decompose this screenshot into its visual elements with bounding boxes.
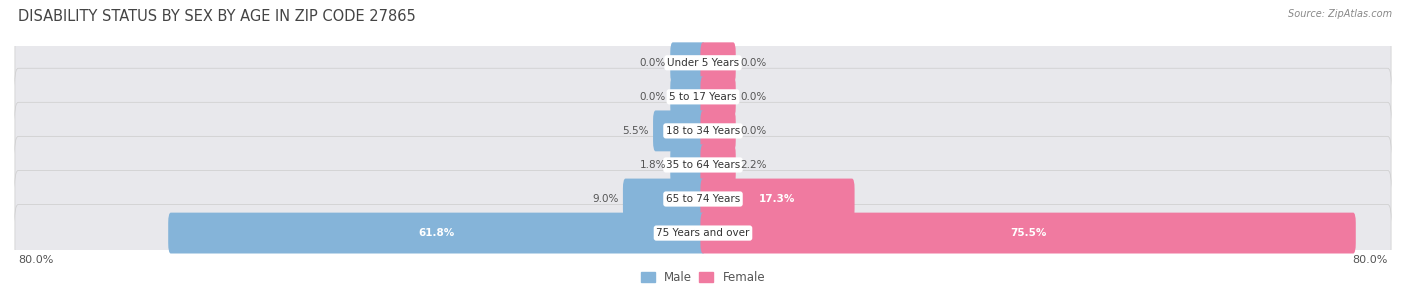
FancyBboxPatch shape: [700, 145, 735, 185]
FancyBboxPatch shape: [15, 34, 1391, 92]
Text: 61.8%: 61.8%: [419, 228, 456, 238]
Text: 80.0%: 80.0%: [1353, 255, 1388, 265]
Text: 80.0%: 80.0%: [18, 255, 53, 265]
Text: 5 to 17 Years: 5 to 17 Years: [669, 92, 737, 102]
Text: 0.0%: 0.0%: [640, 92, 666, 102]
FancyBboxPatch shape: [671, 42, 706, 83]
Text: 75.5%: 75.5%: [1010, 228, 1046, 238]
FancyBboxPatch shape: [700, 42, 735, 83]
Text: 18 to 34 Years: 18 to 34 Years: [666, 126, 740, 136]
FancyBboxPatch shape: [671, 77, 706, 117]
Text: 75 Years and over: 75 Years and over: [657, 228, 749, 238]
FancyBboxPatch shape: [700, 77, 735, 117]
Text: 35 to 64 Years: 35 to 64 Years: [666, 160, 740, 170]
Text: 17.3%: 17.3%: [759, 194, 796, 204]
FancyBboxPatch shape: [700, 213, 1355, 253]
Text: 9.0%: 9.0%: [592, 194, 619, 204]
Text: 0.0%: 0.0%: [740, 58, 766, 68]
Text: DISABILITY STATUS BY SEX BY AGE IN ZIP CODE 27865: DISABILITY STATUS BY SEX BY AGE IN ZIP C…: [18, 9, 416, 23]
FancyBboxPatch shape: [671, 145, 706, 185]
Text: Source: ZipAtlas.com: Source: ZipAtlas.com: [1288, 9, 1392, 19]
FancyBboxPatch shape: [15, 136, 1391, 194]
Text: Under 5 Years: Under 5 Years: [666, 58, 740, 68]
Text: 65 to 74 Years: 65 to 74 Years: [666, 194, 740, 204]
FancyBboxPatch shape: [652, 110, 706, 151]
Text: 0.0%: 0.0%: [740, 126, 766, 136]
Text: 5.5%: 5.5%: [623, 126, 648, 136]
FancyBboxPatch shape: [15, 102, 1391, 160]
FancyBboxPatch shape: [15, 170, 1391, 228]
FancyBboxPatch shape: [700, 179, 855, 220]
FancyBboxPatch shape: [700, 110, 735, 151]
FancyBboxPatch shape: [15, 68, 1391, 125]
FancyBboxPatch shape: [169, 213, 706, 253]
Text: 1.8%: 1.8%: [640, 160, 666, 170]
Legend: Male, Female: Male, Female: [636, 267, 770, 289]
Text: 0.0%: 0.0%: [640, 58, 666, 68]
Text: 0.0%: 0.0%: [740, 92, 766, 102]
FancyBboxPatch shape: [623, 179, 706, 220]
FancyBboxPatch shape: [15, 204, 1391, 262]
Text: 2.2%: 2.2%: [740, 160, 766, 170]
